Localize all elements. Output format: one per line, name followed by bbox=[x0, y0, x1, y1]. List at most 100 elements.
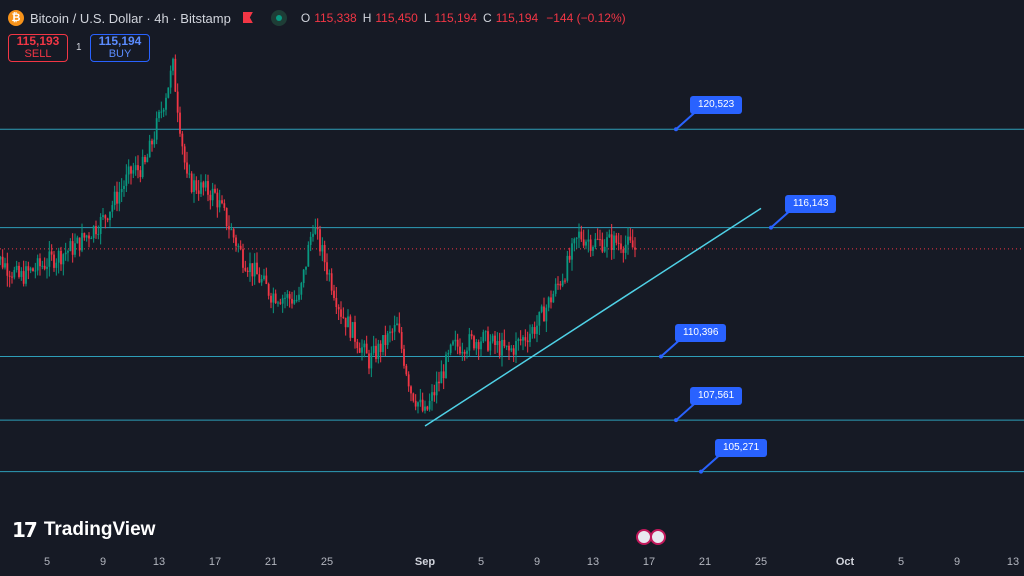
candle-body bbox=[225, 207, 228, 227]
candle-body bbox=[543, 306, 545, 322]
candle-body bbox=[146, 157, 149, 163]
candle-body bbox=[11, 276, 13, 278]
candle-body bbox=[433, 392, 436, 396]
candle-body bbox=[78, 237, 81, 251]
candle-body bbox=[606, 237, 608, 247]
market-status-icon[interactable] bbox=[270, 10, 287, 26]
symbol-title[interactable]: Bitcoin / U.S. Dollar · 4h · Bitstamp bbox=[30, 10, 231, 26]
candle-body bbox=[0, 256, 2, 260]
candle-body bbox=[608, 234, 611, 238]
candle-body bbox=[510, 348, 513, 351]
price-level-tag[interactable]: 120,523 bbox=[690, 96, 743, 115]
candle-body bbox=[288, 294, 291, 299]
candle-body bbox=[617, 242, 620, 244]
candle-body bbox=[57, 250, 60, 263]
candle-body bbox=[274, 293, 277, 304]
candle-body bbox=[174, 58, 177, 92]
tag-pointer bbox=[660, 339, 680, 358]
support-trendline bbox=[424, 207, 762, 427]
candle-body bbox=[125, 174, 128, 186]
candle-body bbox=[106, 218, 109, 221]
candle-body bbox=[267, 283, 270, 296]
candle-body bbox=[470, 334, 473, 337]
tradingview-logo[interactable]: 17 TradingView bbox=[12, 518, 155, 542]
price-level-tag[interactable]: 107,561 bbox=[690, 387, 743, 406]
sell-button[interactable]: 115,193 SELL bbox=[8, 34, 68, 62]
candle-body bbox=[39, 258, 41, 267]
candle-body bbox=[592, 247, 594, 251]
ohlc-change: −144 (−0.12%) bbox=[546, 11, 626, 25]
x-axis-tick-label: 9 bbox=[953, 556, 961, 568]
candle-body bbox=[512, 348, 515, 355]
candle-body bbox=[328, 273, 331, 275]
candle-body bbox=[400, 331, 403, 349]
candle-body bbox=[552, 293, 555, 303]
ohlc-close-label: C bbox=[483, 11, 492, 25]
candle-body bbox=[391, 331, 394, 333]
candle-body bbox=[242, 249, 244, 268]
candle-body bbox=[132, 170, 135, 174]
candle-body bbox=[529, 333, 531, 343]
x-axis-tick-label: 5 bbox=[43, 556, 51, 568]
candle-body bbox=[417, 402, 419, 407]
candle-body bbox=[258, 274, 261, 283]
candle-body bbox=[610, 234, 613, 251]
candle-body bbox=[370, 352, 373, 369]
candle-body bbox=[314, 227, 317, 234]
tag-anchor bbox=[659, 354, 663, 359]
candle-body bbox=[27, 266, 30, 271]
candle-body bbox=[342, 316, 345, 318]
candle-body bbox=[382, 335, 384, 352]
candle-body bbox=[20, 271, 23, 277]
candle-body bbox=[246, 270, 249, 273]
candle-body bbox=[447, 352, 450, 355]
economic-events[interactable] bbox=[636, 529, 666, 545]
candle-body bbox=[536, 325, 538, 334]
x-axis-tick-label: 13 bbox=[586, 556, 600, 568]
candle-body bbox=[316, 227, 319, 230]
candle-body bbox=[419, 399, 422, 403]
price-level-tag[interactable]: 116,143 bbox=[785, 194, 837, 213]
candle-body bbox=[561, 280, 564, 286]
us-flag-event-icon[interactable] bbox=[650, 529, 666, 545]
flag-icon[interactable] bbox=[243, 12, 253, 24]
candle-body bbox=[188, 173, 191, 175]
candle-body bbox=[545, 307, 548, 322]
candle-body bbox=[386, 333, 389, 346]
candle-body bbox=[113, 191, 116, 206]
x-axis-tick-label: 25 bbox=[320, 556, 334, 568]
price-level-tag[interactable]: 105,271 bbox=[715, 438, 768, 457]
x-axis-tick-label: 5 bbox=[897, 556, 905, 568]
candle-body bbox=[221, 200, 223, 204]
candle-body bbox=[589, 239, 592, 251]
candle-body bbox=[81, 233, 83, 251]
candle-body bbox=[398, 323, 401, 332]
candle-body bbox=[550, 297, 552, 303]
candle-body bbox=[253, 262, 256, 277]
candle-body bbox=[69, 241, 72, 252]
candle-body bbox=[526, 340, 529, 343]
candle-body bbox=[181, 133, 184, 147]
candle-body bbox=[330, 273, 333, 291]
buy-button[interactable]: 115,194 BUY bbox=[90, 34, 150, 62]
candle-body bbox=[158, 111, 160, 119]
candle-body bbox=[8, 275, 11, 277]
candle-body bbox=[582, 239, 585, 246]
candle-body bbox=[141, 156, 144, 177]
candle-body bbox=[627, 236, 629, 245]
x-axis-tick-label: Sep bbox=[414, 556, 436, 568]
candle-body bbox=[64, 252, 67, 255]
candle-body bbox=[349, 316, 352, 338]
ohlc-readout: O 115,338 H 115,450 L 115,194 C 115,194 −144… bbox=[301, 11, 626, 25]
candle-body bbox=[256, 262, 258, 275]
price-level-tag[interactable]: 110,396 bbox=[675, 323, 727, 342]
candle-body bbox=[424, 406, 426, 411]
candle-body bbox=[223, 203, 226, 208]
candle-body bbox=[405, 365, 408, 375]
candle-body bbox=[573, 238, 576, 244]
candle-body bbox=[237, 245, 240, 247]
candle-body bbox=[29, 268, 32, 271]
candle-body bbox=[148, 140, 151, 158]
candle-body bbox=[55, 262, 58, 268]
